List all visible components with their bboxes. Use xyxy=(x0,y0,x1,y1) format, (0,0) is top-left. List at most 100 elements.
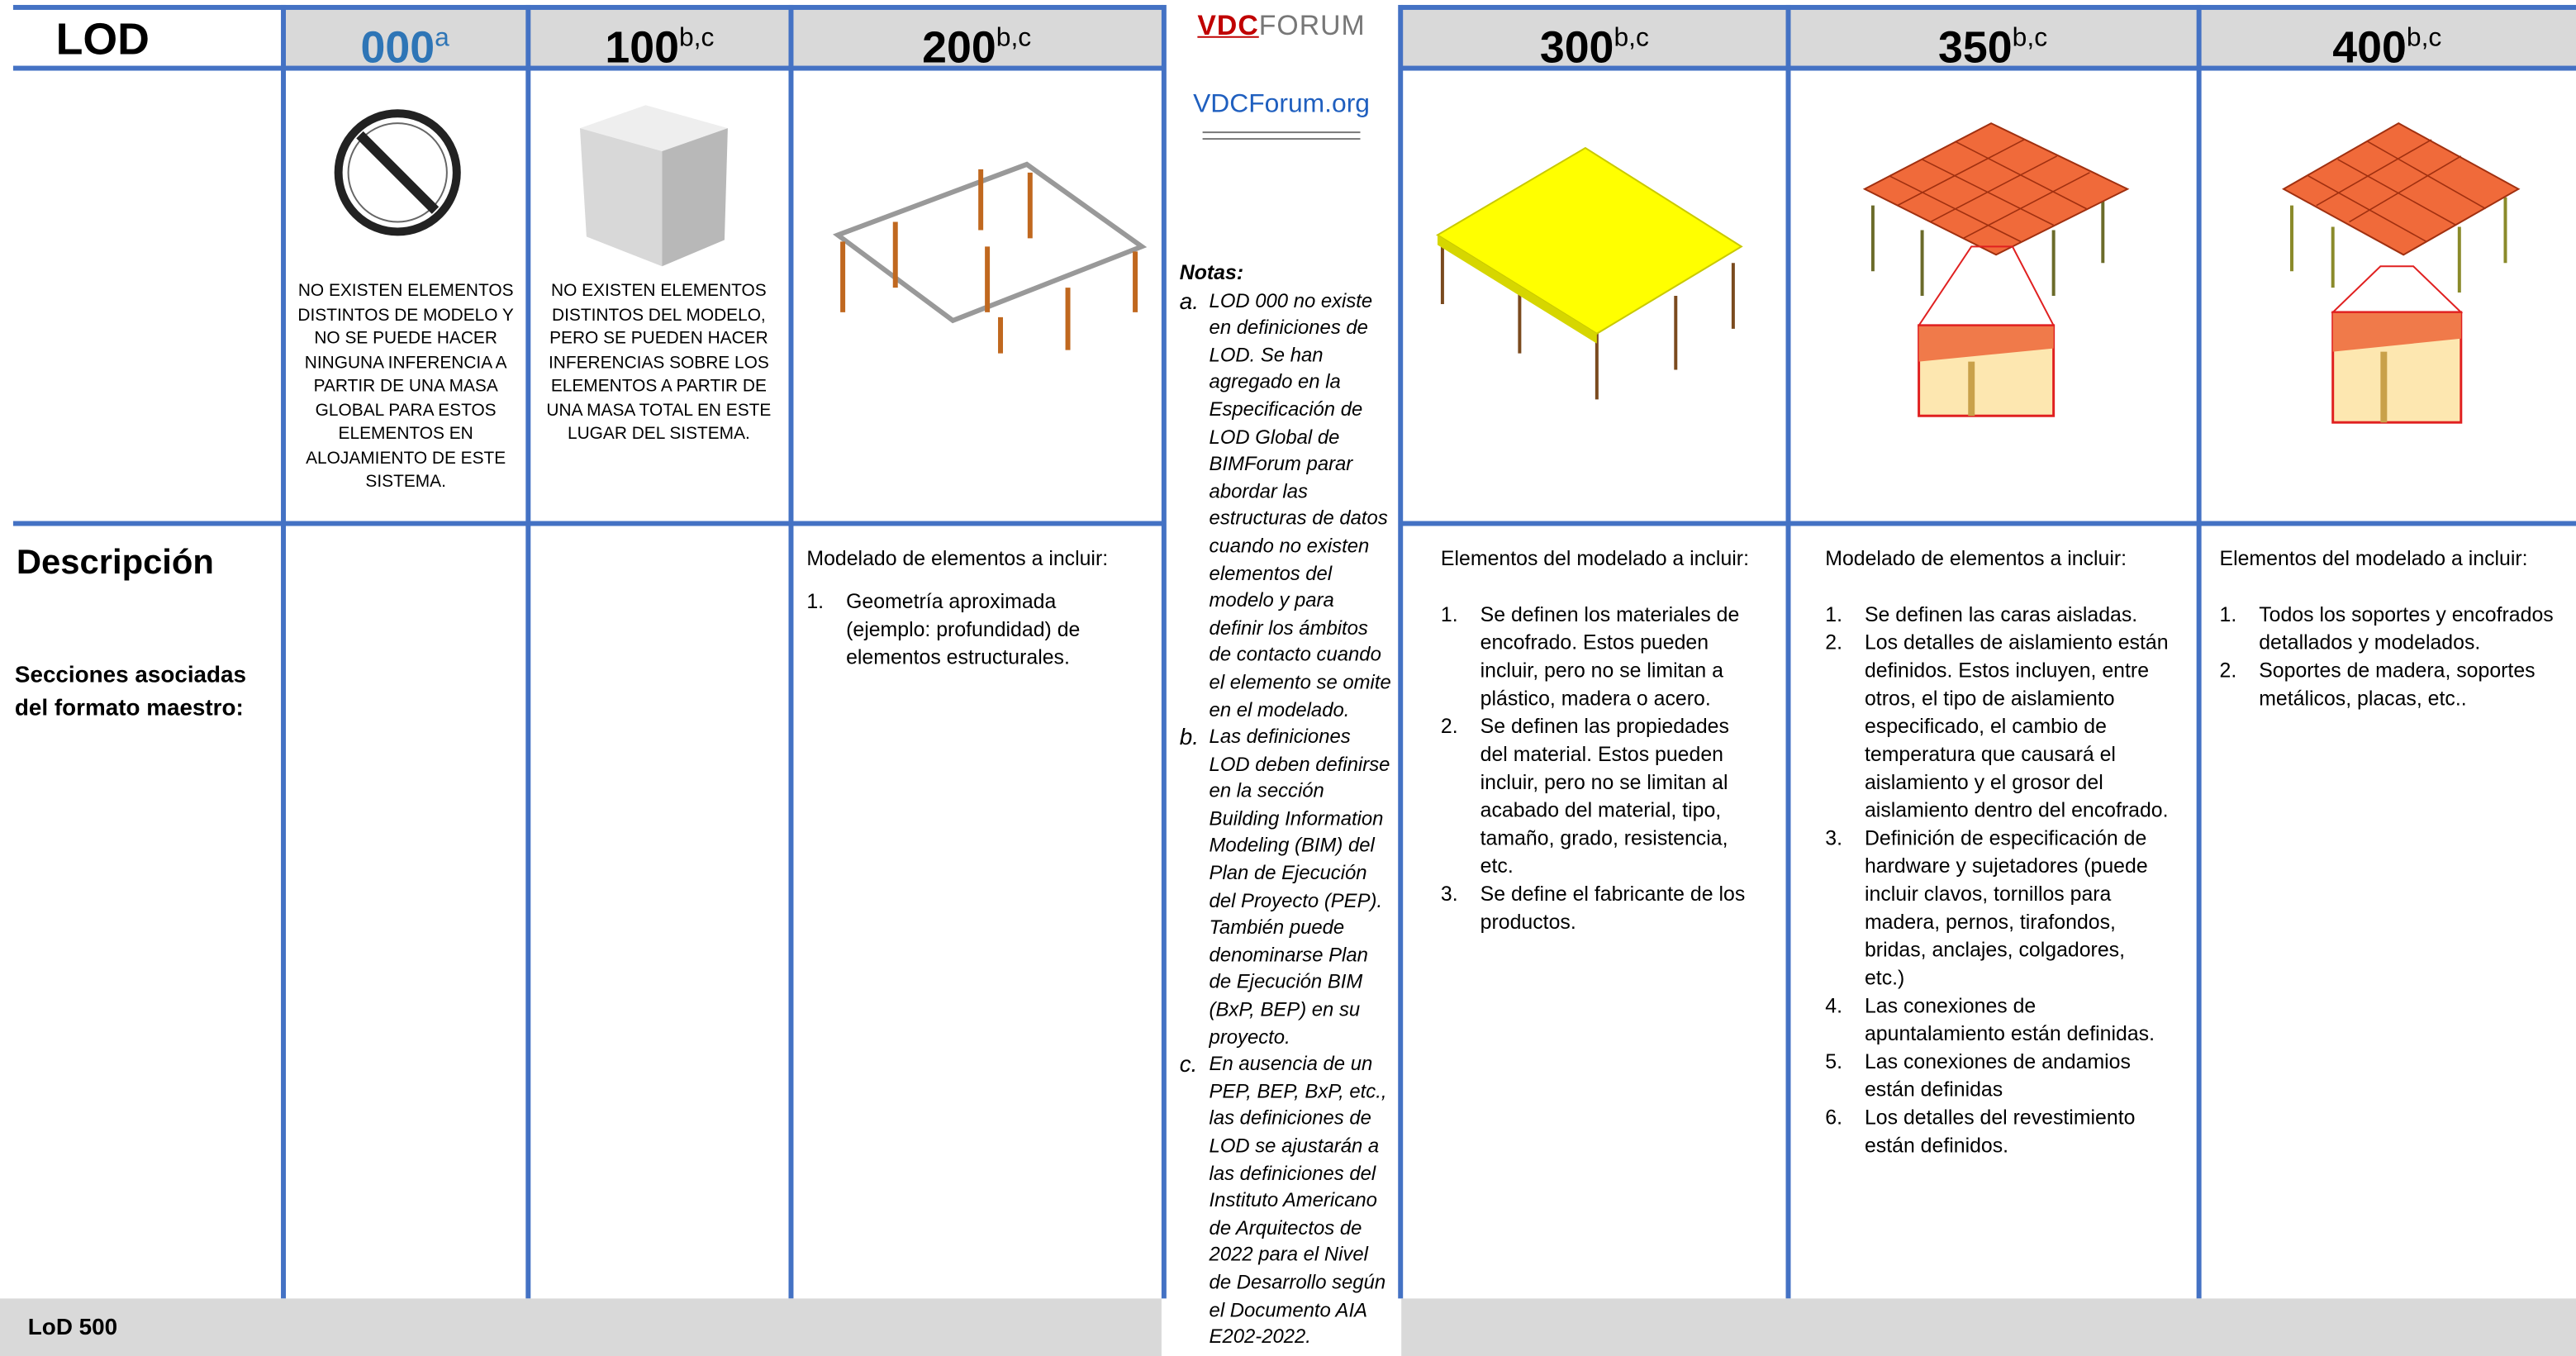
sections-label: Secciones asociadas del formato maestro: xyxy=(14,660,247,721)
description-label: Descripción xyxy=(16,544,214,583)
description-intro: Modelado de elementos a incluir: xyxy=(806,547,1109,571)
footer-band xyxy=(1401,1298,2576,1356)
item-marker: 2. xyxy=(1825,630,1843,654)
description-item: 2. Los detalles de aislamiento están defi… xyxy=(1825,630,2170,825)
level: 350 xyxy=(1938,22,2013,73)
description-item: 3. Se define el fabricante de los product… xyxy=(1441,881,1761,937)
superscript: b,c xyxy=(678,24,715,53)
column-header: 100b,c xyxy=(529,7,791,73)
description: Modelado de elementos a incluir: 1. Geomet… xyxy=(806,545,1143,672)
item-marker: 6. xyxy=(1825,1106,1843,1130)
column-header: 000a xyxy=(283,7,528,73)
item-text: Geometría aproximada (ejemplo: profundid… xyxy=(846,590,1081,669)
item-marker: 1. xyxy=(1825,602,1843,626)
divider xyxy=(1202,131,1361,140)
description-item: 3. Definición de especificación de hardwa… xyxy=(1825,825,2170,993)
note-text: En ausencia de un PEP, BEP, BxP, etc., l… xyxy=(1209,1052,1387,1349)
description-item: 4. Las conexiones de apuntalamiento están… xyxy=(1825,992,2170,1049)
detailed-formwork-model xyxy=(2282,122,2521,424)
item-text: Se definen los materiales de encofrado. … xyxy=(1480,602,1740,711)
item-marker: 1. xyxy=(2219,602,2237,626)
level: 000 xyxy=(360,22,435,73)
description: Elementos del modelado a incluir: 1. Se de… xyxy=(1441,545,1761,936)
superscript: a xyxy=(435,24,449,53)
level: 200 xyxy=(922,22,996,73)
column-header: 400b,c xyxy=(2198,7,2576,73)
item-text: Todos los soportes y encofrados detallad… xyxy=(2259,602,2554,654)
rule xyxy=(12,521,1163,526)
logo-b: FORUM xyxy=(1258,9,1366,41)
rule xyxy=(12,65,1163,71)
description-item: 6. Los detalles del revestimiento están d… xyxy=(1825,1105,2170,1161)
note-marker: c. xyxy=(1179,1050,1198,1078)
description: Elementos del modelado a incluir: 1. Todos… xyxy=(2219,545,2556,713)
rule xyxy=(1785,4,1791,1299)
item-text: Los detalles del revestimiento están def… xyxy=(1864,1106,2136,1158)
item-marker: 2. xyxy=(1440,715,1458,739)
rule xyxy=(1401,65,2576,71)
frame-model xyxy=(832,161,1148,354)
item-marker: 4. xyxy=(1825,994,1843,1018)
rule xyxy=(1401,4,2576,10)
rule xyxy=(12,4,1163,10)
description-intro: Elementos del modelado a incluir: xyxy=(1440,547,1749,571)
rule xyxy=(525,4,531,1299)
note-marker: a. xyxy=(1179,287,1199,314)
no-elements-icon xyxy=(334,109,461,236)
footer-label: LoD 500 xyxy=(0,1298,1162,1356)
column-header: 350b,c xyxy=(1787,7,2198,73)
description-item: 2. Se definen las propiedades del materia… xyxy=(1441,713,1761,881)
description-intro: Elementos del modelado a incluir: xyxy=(2219,547,2528,571)
description-item: 2. Soportes de madera, soportes metálicos… xyxy=(2219,658,2556,714)
description-intro: Modelado de elementos a incluir: xyxy=(1825,547,2127,571)
description-item: 1. Se definen los materiales de encofrado… xyxy=(1441,602,1761,713)
superscript: b,c xyxy=(996,24,1032,53)
rule xyxy=(1161,4,1167,1299)
item-text: Se definen las propiedades del material.… xyxy=(1480,715,1729,878)
item-text: Las conexiones de apuntalamiento están d… xyxy=(1864,994,2155,1046)
description-item: 1. Se definen las caras aisladas. xyxy=(1825,602,2170,630)
rule xyxy=(2196,4,2202,1299)
url: VDCForum.org xyxy=(1193,90,1370,119)
note-text: LOD 000 no existe en definiciones de LOD… xyxy=(1209,288,1391,721)
rule xyxy=(281,4,287,1299)
lod-100-note: NO EXISTEN ELEMENTOS DISTINTOS DEL MODEL… xyxy=(546,281,772,445)
item-marker: 3. xyxy=(1825,826,1843,850)
logo-a: VDC xyxy=(1197,9,1259,41)
logo: VDCFORUM xyxy=(1170,10,1393,43)
note: a. LOD 000 no existe en definiciones de L… xyxy=(1180,287,1394,723)
level: 300 xyxy=(1539,22,1614,73)
mass-cube xyxy=(579,105,728,267)
item-marker: 2. xyxy=(2219,659,2237,683)
item-text: Se definen las caras aisladas. xyxy=(1864,602,2138,626)
description: Modelado de elementos a incluir: 1. Se def… xyxy=(1825,545,2170,1160)
notes-title: Notas: xyxy=(1179,261,1244,285)
column-header: 200b,c xyxy=(790,7,1163,73)
item-marker: 1. xyxy=(806,590,825,613)
formwork-model xyxy=(1862,122,2130,417)
item-text: Los detalles de aislamiento están defini… xyxy=(1864,630,2169,822)
slab-model xyxy=(1436,146,1743,400)
note-text: Las definiciones LOD deben definirse en … xyxy=(1209,725,1390,1049)
lod-000-note: NO EXISTEN ELEMENTOS DISTINTOS DE MODELO… xyxy=(297,281,514,492)
level: 400 xyxy=(2332,22,2407,73)
superscript: b,c xyxy=(1614,24,1649,53)
rule xyxy=(1401,521,2576,526)
item-marker: 3. xyxy=(1440,883,1458,906)
lod-header: LOD xyxy=(12,7,283,69)
note: c. En ausencia de un PEP, BEP, BxP, etc.,… xyxy=(1180,1050,1394,1350)
item-text: Se define el fabricante de los productos… xyxy=(1480,883,1746,934)
level: 100 xyxy=(605,22,679,73)
description-item: 1. Todos los soportes y encofrados detall… xyxy=(2219,602,2556,658)
item-marker: 1. xyxy=(1440,602,1458,626)
description-item: 1. Geometría aproximada (ejemplo: profund… xyxy=(806,588,1143,672)
column-header: 300b,c xyxy=(1401,7,1788,73)
item-text: Definición de especificación de hardware… xyxy=(1864,826,2148,990)
item-text: Las conexiones de andamios están definid… xyxy=(1864,1050,2131,1101)
description-item: 5. Las conexiones de andamios están defin… xyxy=(1825,1049,2170,1105)
superscript: b,c xyxy=(2406,24,2442,53)
item-text: Soportes de madera, soportes metálicos, … xyxy=(2259,659,2536,711)
rule xyxy=(788,4,794,1299)
